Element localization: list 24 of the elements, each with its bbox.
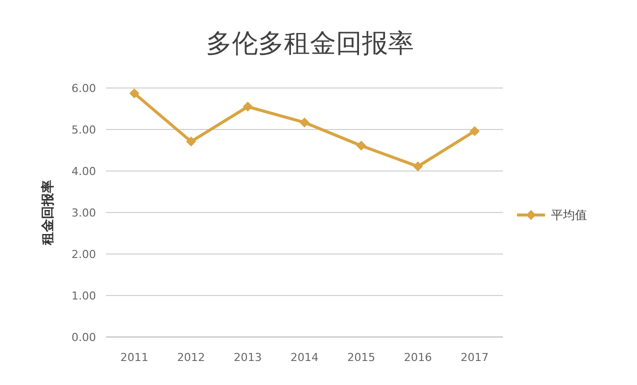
legend-label: 平均值 — [551, 208, 587, 222]
point — [129, 88, 140, 98]
point — [356, 140, 366, 151]
x-tick-label: 2013 — [234, 351, 262, 364]
y-tick-label: 1.00 — [72, 290, 96, 302]
point — [300, 117, 310, 128]
x-tick-label: 2015 — [347, 351, 376, 364]
y-tick-label: 0.00 — [72, 331, 96, 344]
x-tick-label: 2014 — [290, 351, 318, 364]
x-tick-label: 2012 — [177, 351, 206, 364]
x-tick-label: 2017 — [460, 351, 489, 364]
y-tick-label: 2.00 — [72, 248, 96, 261]
chart-title: 多伦多租金回报率 — [206, 29, 414, 59]
x-tick-label: 2011 — [120, 351, 148, 364]
x-tick-label: 2016 — [404, 351, 432, 364]
y-tick-label: 5.00 — [72, 124, 96, 136]
point — [242, 102, 253, 112]
y-tick-label: 4.00 — [72, 165, 96, 178]
point — [470, 126, 480, 136]
y-tick-label: 3.00 — [72, 206, 96, 220]
point — [412, 161, 423, 172]
point — [186, 136, 196, 147]
y-tick-label: 6.00 — [72, 82, 96, 95]
y-axis-title: 租金回报率 — [40, 180, 56, 246]
